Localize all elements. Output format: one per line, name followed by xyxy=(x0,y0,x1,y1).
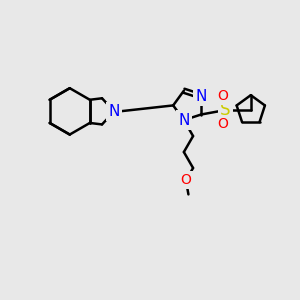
Text: O: O xyxy=(217,89,228,103)
Text: N: N xyxy=(196,89,207,104)
Text: O: O xyxy=(181,173,191,187)
Text: N: N xyxy=(109,104,120,119)
Text: S: S xyxy=(220,101,231,119)
Text: O: O xyxy=(217,117,228,131)
Text: N: N xyxy=(178,112,190,128)
